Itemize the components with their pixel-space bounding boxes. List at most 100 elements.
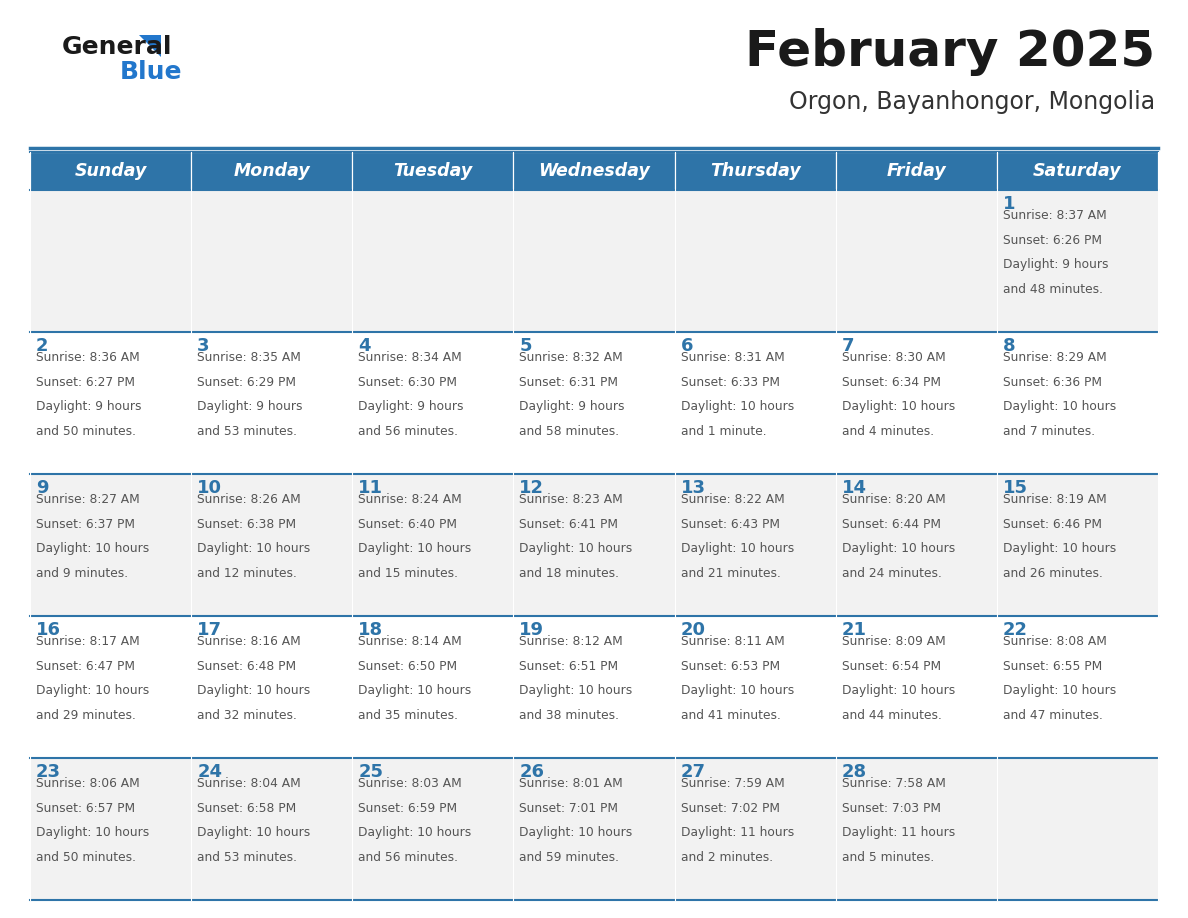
- Text: 14: 14: [842, 479, 867, 497]
- Text: Sunset: 6:59 PM: Sunset: 6:59 PM: [359, 801, 457, 814]
- Text: February 2025: February 2025: [745, 28, 1155, 76]
- Text: Daylight: 10 hours: Daylight: 10 hours: [1003, 684, 1116, 698]
- Bar: [30, 332, 191, 474]
- Bar: [353, 616, 513, 758]
- Bar: [675, 190, 835, 332]
- Text: Sunset: 6:44 PM: Sunset: 6:44 PM: [842, 518, 941, 531]
- Text: and 41 minutes.: and 41 minutes.: [681, 710, 781, 722]
- Bar: [353, 190, 513, 332]
- Bar: [30, 758, 191, 900]
- Text: Daylight: 10 hours: Daylight: 10 hours: [1003, 400, 1116, 413]
- Text: and 29 minutes.: and 29 minutes.: [36, 710, 135, 722]
- Text: and 35 minutes.: and 35 minutes.: [359, 710, 459, 722]
- Text: and 2 minutes.: and 2 minutes.: [681, 851, 772, 864]
- Text: Sunrise: 8:24 AM: Sunrise: 8:24 AM: [359, 493, 462, 506]
- Text: Sunset: 6:38 PM: Sunset: 6:38 PM: [197, 518, 296, 531]
- Bar: [30, 190, 191, 332]
- Text: 11: 11: [359, 479, 384, 497]
- Text: 3: 3: [197, 337, 209, 355]
- Text: Sunset: 6:33 PM: Sunset: 6:33 PM: [681, 375, 779, 388]
- Text: Sunset: 6:31 PM: Sunset: 6:31 PM: [519, 375, 619, 388]
- Text: Monday: Monday: [233, 162, 310, 180]
- Text: and 26 minutes.: and 26 minutes.: [1003, 567, 1102, 580]
- Text: and 21 minutes.: and 21 minutes.: [681, 567, 781, 580]
- Text: Sunset: 6:58 PM: Sunset: 6:58 PM: [197, 801, 296, 814]
- Bar: [513, 152, 675, 190]
- Text: 9: 9: [36, 479, 49, 497]
- Text: 6: 6: [681, 337, 693, 355]
- Text: Daylight: 10 hours: Daylight: 10 hours: [842, 543, 955, 555]
- Bar: [835, 190, 997, 332]
- Text: Daylight: 10 hours: Daylight: 10 hours: [197, 826, 310, 839]
- Text: 4: 4: [359, 337, 371, 355]
- Text: 15: 15: [1003, 479, 1028, 497]
- Text: and 48 minutes.: and 48 minutes.: [1003, 283, 1102, 297]
- Text: Sunrise: 8:03 AM: Sunrise: 8:03 AM: [359, 777, 462, 789]
- Bar: [191, 190, 353, 332]
- Text: Sunrise: 8:29 AM: Sunrise: 8:29 AM: [1003, 351, 1106, 364]
- Text: Sunrise: 8:36 AM: Sunrise: 8:36 AM: [36, 351, 140, 364]
- Text: 2: 2: [36, 337, 49, 355]
- Text: Daylight: 10 hours: Daylight: 10 hours: [842, 684, 955, 698]
- Bar: [353, 152, 513, 190]
- Text: Sunrise: 8:08 AM: Sunrise: 8:08 AM: [1003, 634, 1107, 648]
- Text: Daylight: 9 hours: Daylight: 9 hours: [359, 400, 463, 413]
- Text: Sunrise: 7:58 AM: Sunrise: 7:58 AM: [842, 777, 946, 789]
- Text: 7: 7: [842, 337, 854, 355]
- Text: and 53 minutes.: and 53 minutes.: [197, 425, 297, 438]
- Text: Sunrise: 8:16 AM: Sunrise: 8:16 AM: [197, 634, 301, 648]
- Text: Sunrise: 8:23 AM: Sunrise: 8:23 AM: [519, 493, 624, 506]
- Text: 21: 21: [842, 621, 867, 639]
- Text: Sunset: 6:53 PM: Sunset: 6:53 PM: [681, 659, 779, 673]
- Text: and 24 minutes.: and 24 minutes.: [842, 567, 942, 580]
- Text: Sunrise: 8:04 AM: Sunrise: 8:04 AM: [197, 777, 301, 789]
- Text: Daylight: 10 hours: Daylight: 10 hours: [36, 684, 150, 698]
- Bar: [353, 332, 513, 474]
- Text: Daylight: 10 hours: Daylight: 10 hours: [359, 684, 472, 698]
- Text: Daylight: 10 hours: Daylight: 10 hours: [1003, 543, 1116, 555]
- Text: Sunrise: 8:35 AM: Sunrise: 8:35 AM: [197, 351, 301, 364]
- Text: and 9 minutes.: and 9 minutes.: [36, 567, 128, 580]
- Bar: [835, 616, 997, 758]
- Text: Saturday: Saturday: [1034, 162, 1121, 180]
- Text: Sunrise: 8:01 AM: Sunrise: 8:01 AM: [519, 777, 624, 789]
- Text: Daylight: 10 hours: Daylight: 10 hours: [519, 826, 633, 839]
- Text: and 47 minutes.: and 47 minutes.: [1003, 710, 1102, 722]
- Text: Daylight: 10 hours: Daylight: 10 hours: [519, 684, 633, 698]
- Text: and 4 minutes.: and 4 minutes.: [842, 425, 934, 438]
- Text: and 15 minutes.: and 15 minutes.: [359, 567, 459, 580]
- Text: 13: 13: [681, 479, 706, 497]
- Text: Daylight: 9 hours: Daylight: 9 hours: [1003, 258, 1108, 272]
- Text: Sunrise: 8:20 AM: Sunrise: 8:20 AM: [842, 493, 946, 506]
- Text: Daylight: 11 hours: Daylight: 11 hours: [681, 826, 794, 839]
- Text: Daylight: 10 hours: Daylight: 10 hours: [359, 826, 472, 839]
- Text: Sunrise: 8:31 AM: Sunrise: 8:31 AM: [681, 351, 784, 364]
- Text: Sunset: 6:30 PM: Sunset: 6:30 PM: [359, 375, 457, 388]
- Text: and 50 minutes.: and 50 minutes.: [36, 425, 135, 438]
- Text: Wednesday: Wednesday: [538, 162, 650, 180]
- Text: Sunset: 6:50 PM: Sunset: 6:50 PM: [359, 659, 457, 673]
- Text: Sunset: 6:51 PM: Sunset: 6:51 PM: [519, 659, 619, 673]
- Bar: [513, 616, 675, 758]
- Text: General: General: [62, 35, 172, 59]
- Text: and 56 minutes.: and 56 minutes.: [359, 425, 459, 438]
- Bar: [30, 474, 191, 616]
- Text: and 44 minutes.: and 44 minutes.: [842, 710, 942, 722]
- Text: 8: 8: [1003, 337, 1016, 355]
- Text: and 18 minutes.: and 18 minutes.: [519, 567, 619, 580]
- Text: Sunset: 6:36 PM: Sunset: 6:36 PM: [1003, 375, 1101, 388]
- Text: Daylight: 10 hours: Daylight: 10 hours: [681, 684, 794, 698]
- Text: Daylight: 10 hours: Daylight: 10 hours: [197, 543, 310, 555]
- Bar: [835, 152, 997, 190]
- Text: Sunrise: 8:14 AM: Sunrise: 8:14 AM: [359, 634, 462, 648]
- Bar: [191, 474, 353, 616]
- Text: Sunrise: 8:17 AM: Sunrise: 8:17 AM: [36, 634, 140, 648]
- Bar: [513, 474, 675, 616]
- Text: and 50 minutes.: and 50 minutes.: [36, 851, 135, 864]
- Bar: [30, 616, 191, 758]
- Text: Sunset: 6:55 PM: Sunset: 6:55 PM: [1003, 659, 1102, 673]
- Text: Sunset: 6:57 PM: Sunset: 6:57 PM: [36, 801, 135, 814]
- Bar: [997, 152, 1158, 190]
- Bar: [835, 332, 997, 474]
- Text: and 32 minutes.: and 32 minutes.: [197, 710, 297, 722]
